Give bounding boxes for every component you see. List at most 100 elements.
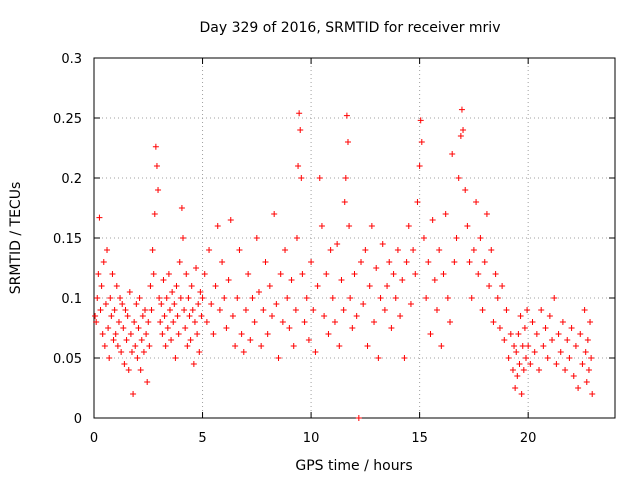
data-point bbox=[100, 259, 107, 265]
data-point bbox=[414, 199, 421, 205]
data-point bbox=[135, 325, 142, 331]
data-point bbox=[589, 391, 596, 397]
data-point bbox=[518, 391, 525, 397]
data-point bbox=[120, 325, 127, 331]
data-point bbox=[379, 241, 386, 247]
data-point bbox=[199, 295, 206, 301]
data-point bbox=[121, 361, 128, 367]
data-point bbox=[431, 277, 438, 283]
data-point bbox=[362, 247, 369, 253]
data-point bbox=[475, 271, 482, 277]
data-point bbox=[298, 175, 305, 181]
x-tick-label: 20 bbox=[520, 431, 537, 446]
data-point bbox=[266, 283, 273, 289]
data-point bbox=[344, 139, 351, 145]
data-point bbox=[384, 283, 391, 289]
data-point bbox=[238, 331, 245, 337]
data-point bbox=[438, 343, 445, 349]
data-point bbox=[397, 313, 404, 319]
data-point bbox=[111, 307, 118, 313]
data-point bbox=[130, 391, 137, 397]
data-point bbox=[442, 211, 449, 217]
data-point bbox=[368, 223, 375, 229]
data-point bbox=[581, 307, 588, 313]
data-point bbox=[588, 355, 595, 361]
data-point bbox=[240, 349, 247, 355]
data-point bbox=[113, 283, 120, 289]
data-point bbox=[195, 301, 202, 307]
data-point bbox=[221, 295, 228, 301]
data-point bbox=[132, 343, 139, 349]
data-point bbox=[371, 319, 378, 325]
data-point bbox=[292, 307, 299, 313]
data-point bbox=[271, 211, 278, 217]
data-point bbox=[327, 247, 334, 253]
data-point bbox=[273, 301, 280, 307]
data-point bbox=[93, 319, 100, 325]
data-point bbox=[189, 307, 196, 313]
plot-frame bbox=[93, 57, 616, 419]
data-point bbox=[477, 235, 484, 241]
data-point bbox=[308, 259, 315, 265]
data-point bbox=[377, 295, 384, 301]
data-point bbox=[203, 319, 210, 325]
data-point bbox=[375, 355, 382, 361]
data-point bbox=[503, 307, 510, 313]
data-point bbox=[223, 325, 230, 331]
data-point bbox=[486, 283, 493, 289]
data-point bbox=[488, 247, 495, 253]
data-point bbox=[118, 349, 125, 355]
data-point bbox=[119, 301, 126, 307]
data-point bbox=[264, 331, 271, 337]
data-point bbox=[295, 163, 302, 169]
data-point bbox=[161, 313, 168, 319]
data-point bbox=[182, 325, 189, 331]
data-point bbox=[305, 337, 312, 343]
data-point bbox=[125, 367, 132, 373]
data-point bbox=[551, 295, 558, 301]
data-point bbox=[440, 271, 447, 277]
data-point bbox=[479, 307, 486, 313]
data-point bbox=[316, 175, 323, 181]
data-point bbox=[582, 349, 589, 355]
data-point bbox=[168, 337, 175, 343]
data-point bbox=[347, 295, 354, 301]
data-point bbox=[514, 373, 521, 379]
data-point bbox=[115, 319, 122, 325]
data-point bbox=[159, 331, 166, 337]
data-point bbox=[219, 259, 226, 265]
data-point bbox=[553, 361, 560, 367]
data-point bbox=[399, 277, 406, 283]
data-point bbox=[407, 301, 414, 307]
y-axis-label: SRMTID / TECUs bbox=[8, 182, 24, 295]
data-point bbox=[557, 349, 564, 355]
data-point bbox=[210, 331, 217, 337]
data-point bbox=[148, 307, 155, 313]
data-point bbox=[97, 307, 104, 313]
data-point bbox=[139, 313, 146, 319]
data-point bbox=[140, 349, 147, 355]
data-point bbox=[314, 283, 321, 289]
data-point bbox=[96, 214, 103, 221]
data-point bbox=[279, 319, 286, 325]
chart-title: Day 329 of 2016, SRMTID for receiver mri… bbox=[200, 20, 501, 36]
data-point bbox=[164, 325, 171, 331]
data-point bbox=[515, 331, 522, 337]
data-point bbox=[193, 265, 200, 271]
data-point bbox=[584, 337, 591, 343]
data-point bbox=[286, 325, 293, 331]
data-point bbox=[336, 343, 343, 349]
data-point bbox=[451, 259, 458, 265]
data-point bbox=[511, 343, 518, 349]
data-point bbox=[180, 235, 187, 241]
data-point bbox=[104, 247, 111, 253]
y-tick-label: 0.3 bbox=[61, 52, 82, 67]
data-point bbox=[501, 337, 508, 343]
data-point bbox=[183, 271, 190, 277]
data-point bbox=[462, 187, 469, 193]
data-point bbox=[165, 271, 172, 277]
data-point bbox=[466, 259, 473, 265]
data-point bbox=[107, 295, 114, 301]
data-point bbox=[131, 319, 138, 325]
data-point bbox=[236, 247, 243, 253]
